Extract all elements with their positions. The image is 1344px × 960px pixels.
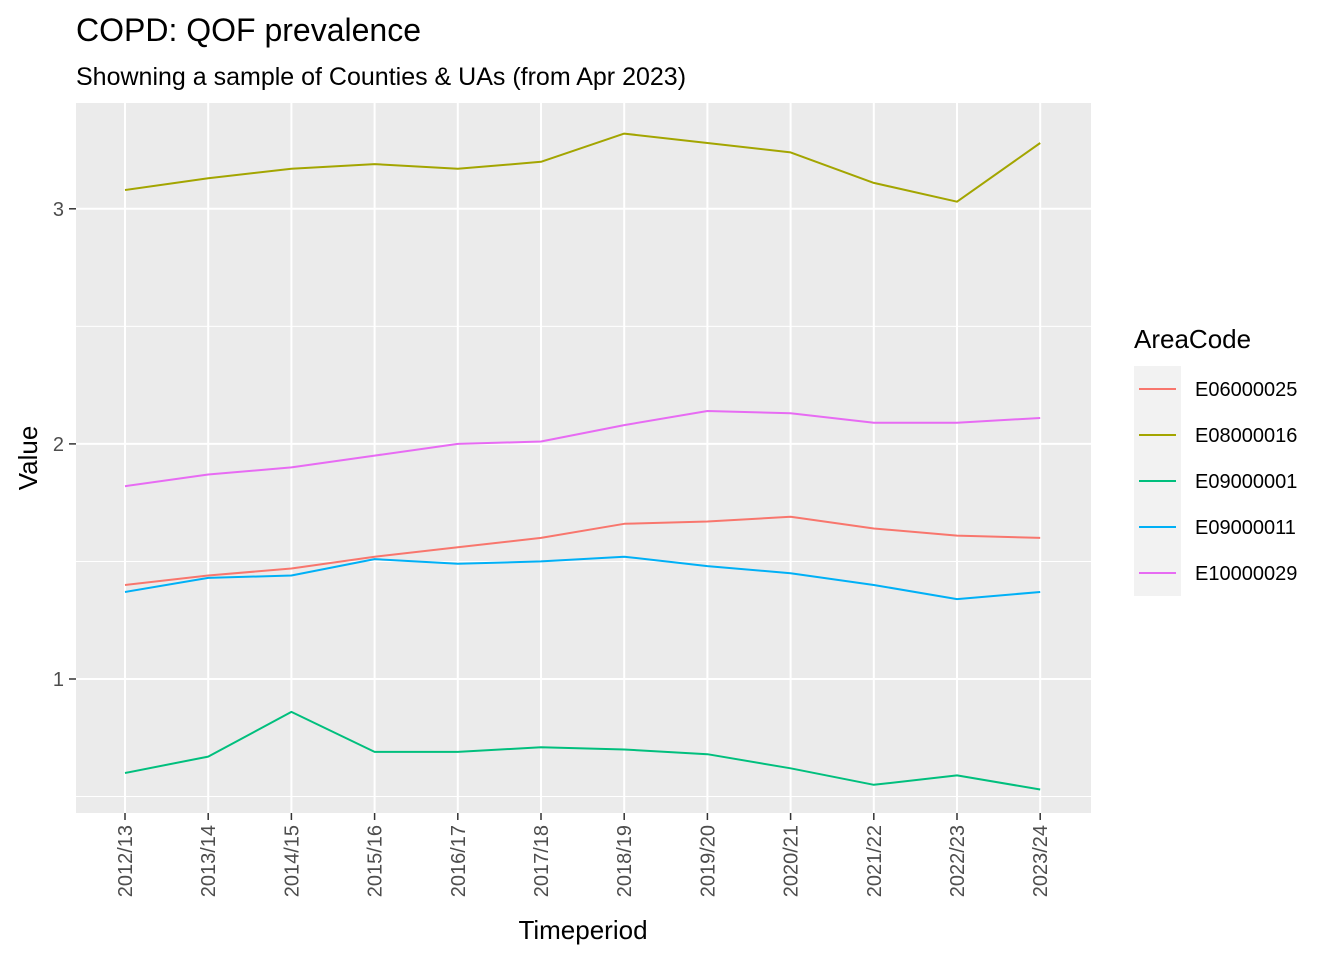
x-tick-label: 2019/20 [697,825,719,897]
series-line-e09000011 [124,555,1041,601]
x-axis-title: Timeperiod [518,915,647,945]
series-line-e09000001 [124,710,1041,791]
x-tick-label: 2017/18 [531,825,553,897]
y-axis: 1 2 3 [53,199,76,691]
y-tick-label: 1 [53,669,64,691]
series-line-e06000025 [124,515,1041,586]
x-tick-label: 2015/16 [365,825,387,897]
chart-subtitle: Showning a sample of Counties & UAs (fro… [76,63,686,91]
series-line-e10000029 [124,410,1041,488]
x-tick-label: 2014/15 [281,825,303,897]
x-tick-label: 2018/19 [614,825,636,897]
legend-items: E06000025 E08000016 E09000001 E09000011 E100… [1139,379,1297,585]
series-lines [124,132,1041,791]
grid-minor [76,325,1091,798]
legend-label-e10000029: E10000029 [1195,563,1297,585]
series-line-e08000016 [124,132,1041,203]
legend-title: AreaCode [1134,324,1251,354]
x-tick-label: 2016/17 [448,825,470,897]
x-tick-label: 2021/22 [864,825,886,897]
x-tick-label: 2022/23 [947,825,969,897]
x-tick-label: 2020/21 [781,825,803,897]
x-tick-label: 2012/13 [115,825,137,897]
x-tick-label: 2013/14 [198,825,220,897]
legend-label-e08000016: E08000016 [1195,425,1297,447]
legend: AreaCode E06000025 E08000016 E09000001 E090… [1134,324,1297,596]
legend-label-e06000025: E06000025 [1195,379,1297,401]
plot-panel [76,103,1091,813]
y-axis-title: Value [13,426,43,491]
y-tick-label: 2 [53,434,64,456]
x-tick-label: 2023/24 [1030,825,1052,897]
x-axis: 2012/13 2013/14 2014/15 2015/16 2016/17 2017/… [115,813,1052,897]
grid-major [76,103,1091,813]
chart-title: COPD: QOF prevalence [76,12,421,48]
legend-label-e09000011: E09000011 [1195,517,1296,539]
y-tick-label: 3 [53,199,64,221]
legend-label-e09000001: E09000001 [1195,471,1297,493]
